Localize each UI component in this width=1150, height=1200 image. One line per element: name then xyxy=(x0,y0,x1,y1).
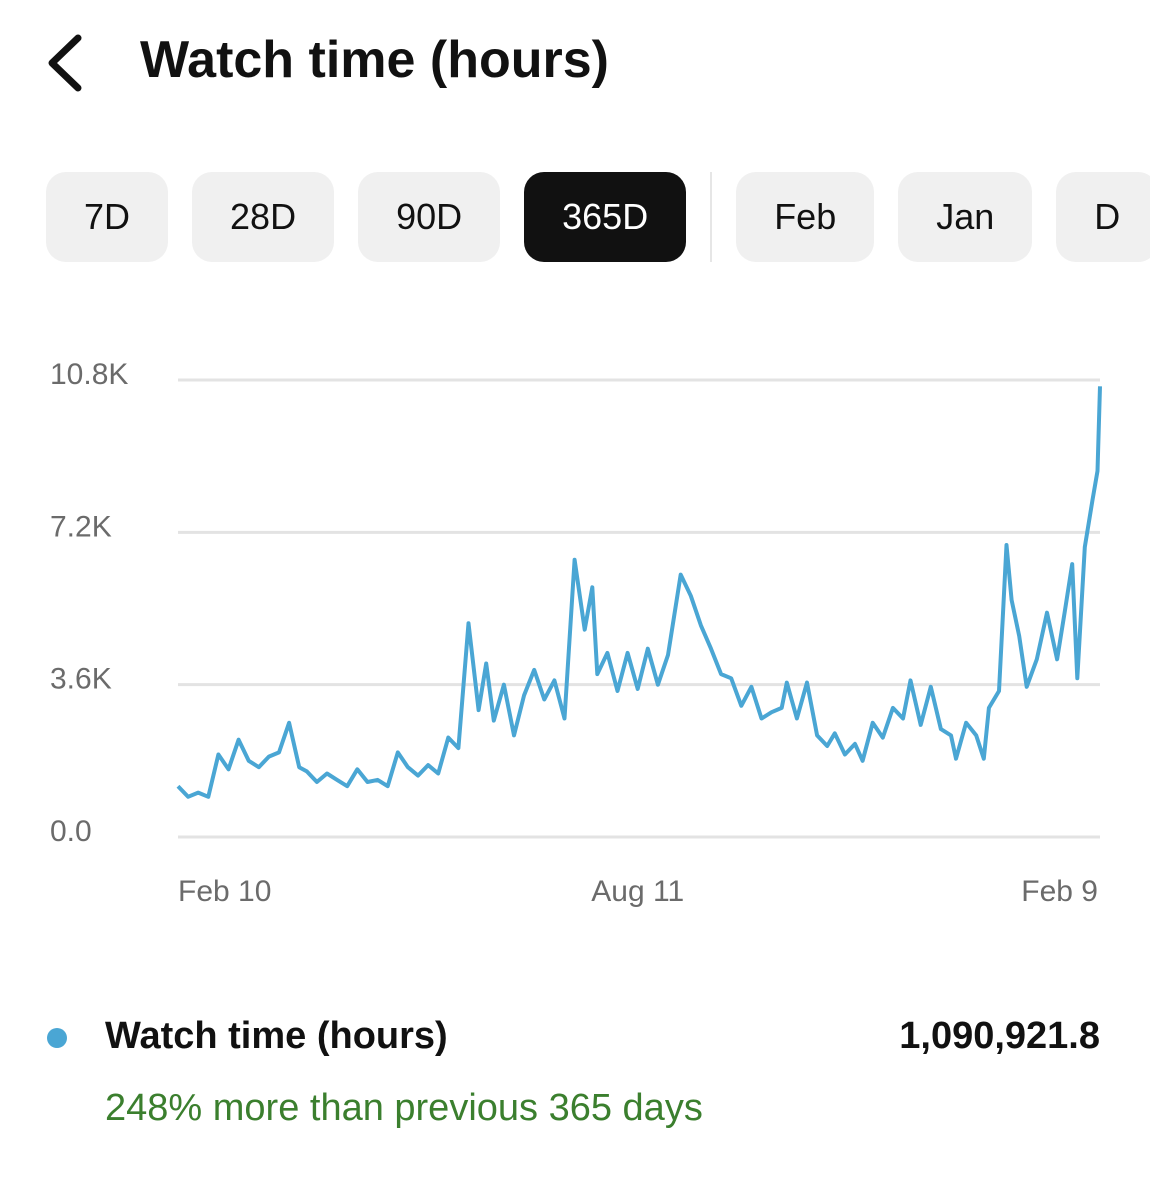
page-title: Watch time (hours) xyxy=(140,31,609,89)
x-tick-label: Feb 10 xyxy=(178,875,271,908)
y-tick-label: 10.8K xyxy=(50,358,128,391)
y-tick-label: 3.6K xyxy=(50,663,112,696)
back-button[interactable] xyxy=(40,30,90,96)
tab[interactable]: 28D xyxy=(192,172,335,262)
tab-divider xyxy=(710,172,713,262)
y-tick-label: 0.0 xyxy=(50,815,92,848)
y-tick-label: 7.2K xyxy=(50,510,112,543)
tab[interactable]: Jan xyxy=(898,172,1033,262)
x-tick-label: Aug 11 xyxy=(591,875,684,908)
tab[interactable]: 90D xyxy=(358,172,501,262)
legend-label: Watch time (hours) xyxy=(105,1015,448,1057)
legend-dot xyxy=(47,1028,67,1048)
tab[interactable]: Feb xyxy=(736,172,875,262)
total-value: 1,090,921.8 xyxy=(899,1015,1100,1057)
data-line xyxy=(176,386,1102,799)
tab-bar: 7D 28D 90D 365D Feb Jan D xyxy=(46,172,1150,262)
change-text: 248% more than previous 365 days xyxy=(105,1087,703,1129)
tab[interactable]: D xyxy=(1056,172,1150,262)
tab[interactable]: 365D xyxy=(524,172,687,262)
tab[interactable]: 7D xyxy=(46,172,169,262)
x-tick-label: Feb 9 xyxy=(1021,875,1098,908)
chart: 0.0 3.6K 7.2K 10.8K Feb 10 Aug 11 Feb 9 xyxy=(50,358,1102,908)
